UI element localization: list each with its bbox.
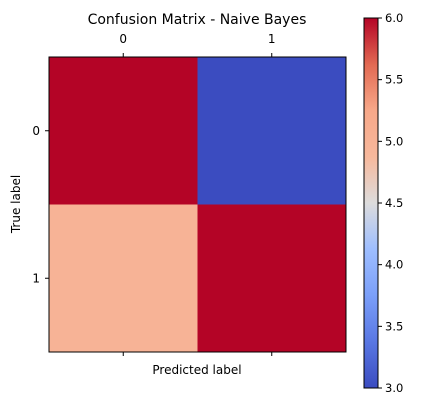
- plot-frame: [48, 56, 347, 353]
- heatmap-cell-1-1: [197, 204, 347, 353]
- x-axis-label: Predicted label: [152, 363, 241, 377]
- colorbar-tick-label: 5.0: [385, 134, 403, 148]
- chart-title: Confusion Matrix - Naive Bayes: [88, 12, 307, 28]
- y-axis-ticks: 01: [32, 124, 49, 285]
- colorbar-tick-label: 5.5: [385, 73, 403, 87]
- heatmap-cell-0-1: [197, 57, 347, 205]
- heatmap-cell-1-0: [49, 204, 198, 353]
- y-axis-label: True label: [9, 175, 23, 234]
- colorbar-ticks: 3.0 3.5 4.0 4.5 5.0 5.5 6.0: [378, 11, 403, 395]
- colorbar-tick-label: 3.5: [385, 319, 403, 333]
- y-tick-label: 1: [32, 271, 40, 285]
- y-tick-label: 0: [32, 124, 40, 138]
- colorbar-tick-label: 4.0: [385, 258, 403, 272]
- heatmap-cells: [49, 57, 347, 353]
- x-tick-label: 0: [119, 32, 127, 46]
- colorbar-tick-label: 4.5: [385, 196, 403, 210]
- colorbar-tick-label: 3.0: [385, 381, 403, 395]
- x-tick-label: 1: [268, 32, 276, 46]
- colorbar-tick-label: 6.0: [385, 11, 403, 25]
- heatmap-cell-0-0: [49, 57, 198, 205]
- colorbar: [363, 17, 379, 389]
